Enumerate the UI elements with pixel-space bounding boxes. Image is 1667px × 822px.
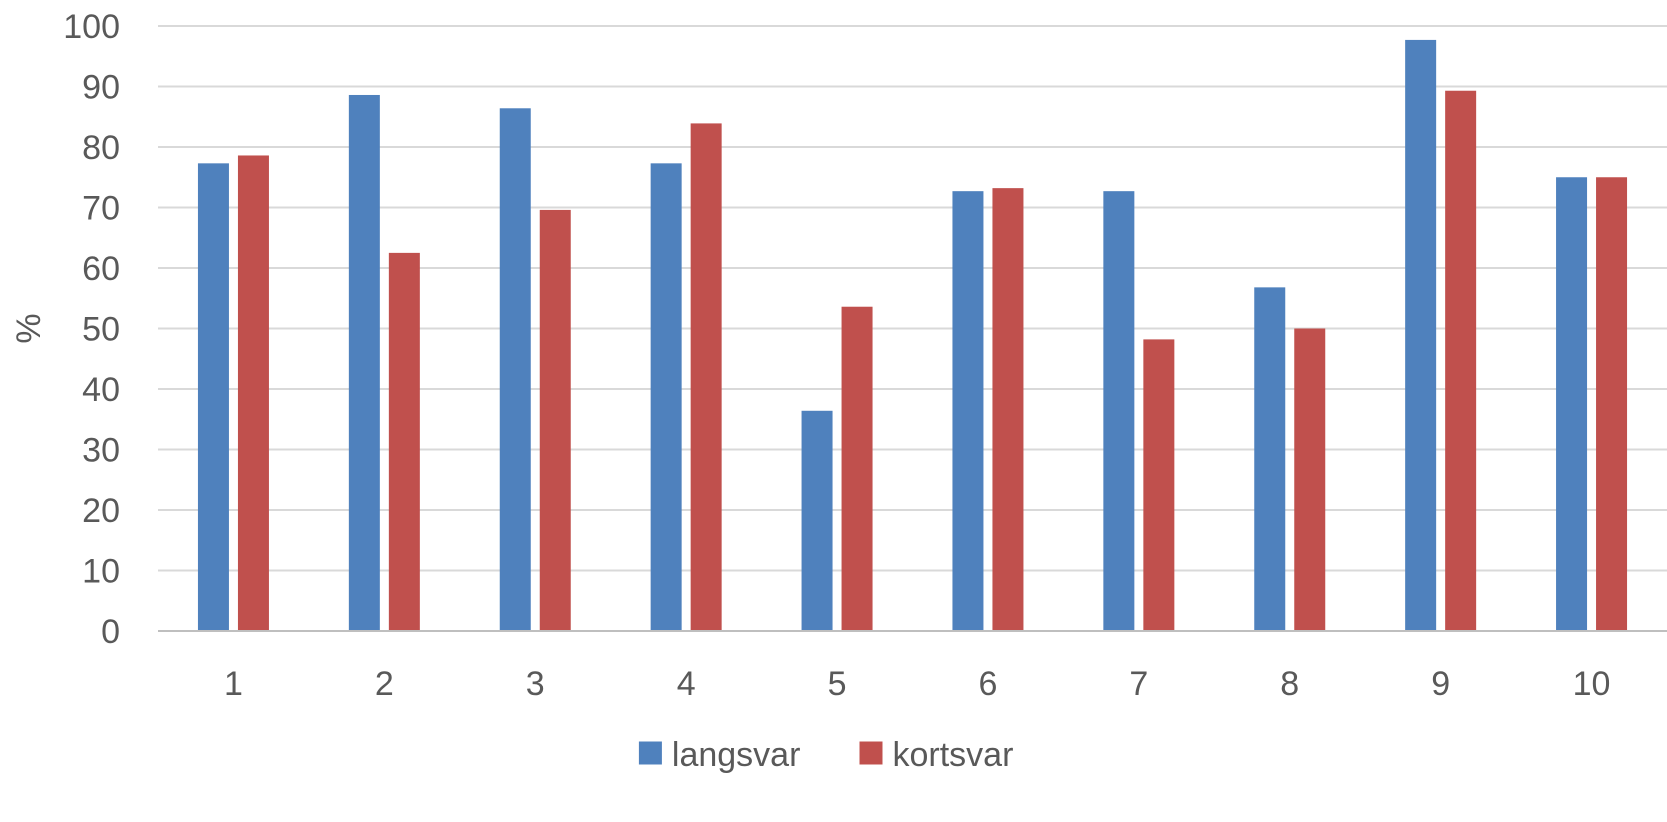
y-axis-ticks: 0 10 20 30 40 50 60 70 80 90 100 [63,8,120,651]
y-tick-label: 90 [82,69,120,107]
legend-label-kortsvar: kortsvar [893,736,1014,774]
y-tick-label: 40 [82,371,120,409]
bar-kortsvar-3 [539,209,571,632]
y-tick-label: 100 [63,8,120,46]
bars [197,39,1628,632]
x-tick-label: 4 [677,665,696,703]
x-tick-label: 10 [1573,665,1611,703]
bar-langsvar-7 [1103,191,1135,632]
legend-label-langsvar: langsvar [672,736,801,774]
x-tick-label: 1 [224,665,243,703]
gridlines [158,25,1667,572]
y-tick-label: 70 [82,190,120,228]
bar-kortsvar-4 [690,123,722,631]
bar-langsvar-10 [1556,177,1588,631]
bar-langsvar-2 [348,94,380,632]
x-tick-label: 9 [1431,665,1450,703]
legend-swatch-langsvar [638,741,662,765]
y-tick-label: 50 [82,311,120,349]
y-tick-label: 60 [82,250,120,288]
y-axis-title: % [10,313,48,343]
x-tick-label: 6 [978,665,997,703]
y-tick-label: 80 [82,129,120,167]
x-axis-ticks: 1 2 3 4 5 6 7 8 9 10 [224,665,1610,703]
legend: langsvar kortsvar [638,736,1014,774]
bar-langsvar-3 [499,108,531,631]
x-tick-label: 3 [526,665,545,703]
bar-langsvar-8 [1254,287,1286,631]
x-tick-label: 2 [375,665,394,703]
y-tick-label: 20 [82,492,120,530]
x-tick-label: 8 [1280,665,1299,703]
bar-kortsvar-1 [237,155,269,631]
bar-kortsvar-5 [841,306,873,631]
bar-kortsvar-10 [1596,177,1628,631]
x-tick-label: 7 [1129,665,1148,703]
bar-kortsvar-7 [1143,339,1175,631]
y-tick-label: 0 [101,613,120,651]
bar-langsvar-6 [952,191,984,632]
bar-kortsvar-8 [1294,328,1326,631]
bar-langsvar-1 [197,163,229,631]
bar-langsvar-5 [801,410,833,631]
y-tick-label: 30 [82,432,120,470]
bar-langsvar-9 [1405,39,1437,632]
bar-langsvar-4 [650,163,682,631]
bar-kortsvar-6 [992,188,1024,631]
bar-kortsvar-9 [1445,90,1477,632]
legend-swatch-kortsvar [859,741,883,765]
y-tick-label: 10 [82,553,120,591]
x-tick-label: 5 [828,665,847,703]
bar-kortsvar-2 [388,252,420,631]
